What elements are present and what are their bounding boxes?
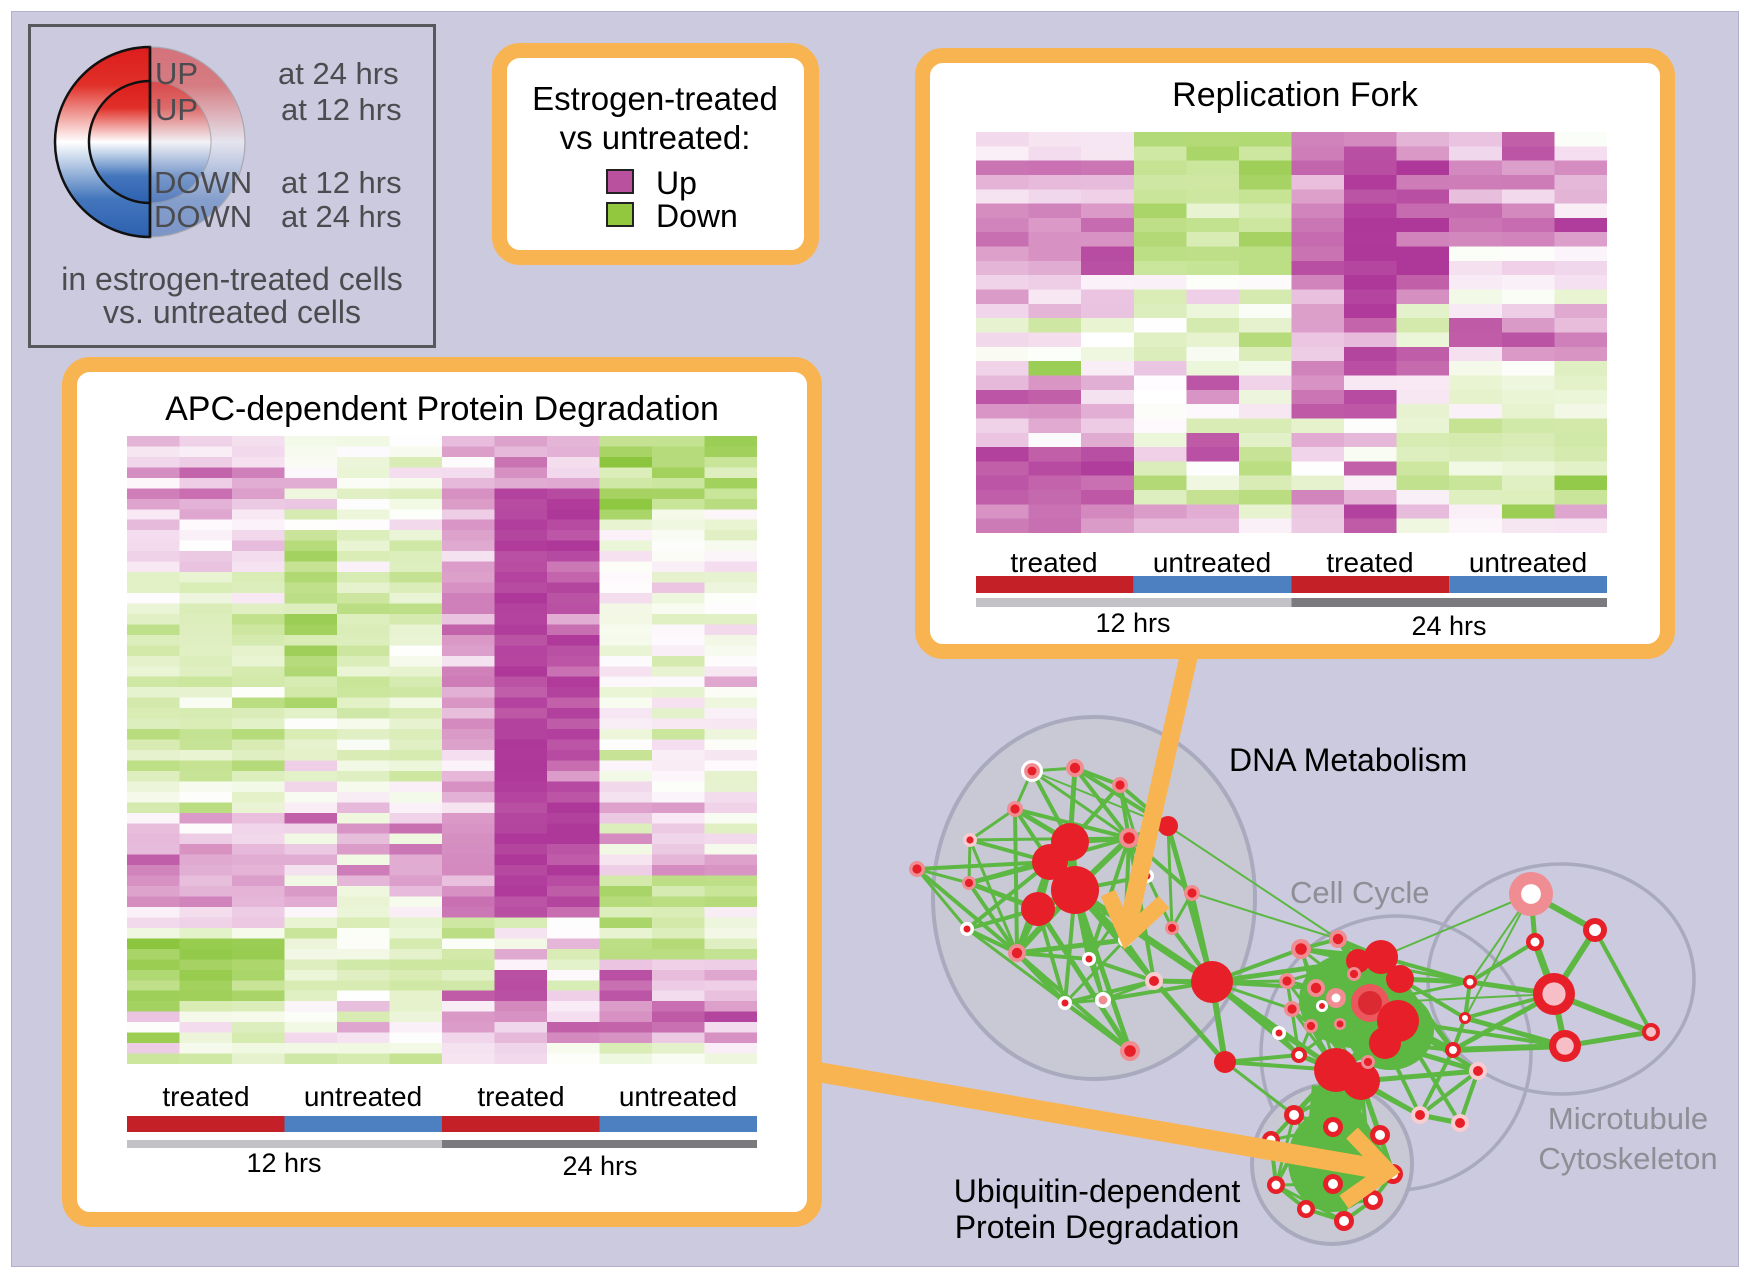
svg-text:Up: Up <box>656 165 697 201</box>
svg-text:untreated: untreated <box>1153 547 1271 578</box>
svg-text:at 12 hrs: at 12 hrs <box>281 92 402 127</box>
svg-text:DNA Metabolism: DNA Metabolism <box>1229 742 1467 778</box>
svg-text:Microtubule: Microtubule <box>1548 1101 1708 1136</box>
svg-text:Estrogen-treated: Estrogen-treated <box>532 80 778 117</box>
svg-text:vs. untreated cells: vs. untreated cells <box>103 294 361 330</box>
svg-text:Cytoskeleton: Cytoskeleton <box>1538 1141 1717 1176</box>
svg-text:at 24 hrs: at 24 hrs <box>281 199 402 234</box>
svg-text:Protein Degradation: Protein Degradation <box>955 1209 1240 1245</box>
svg-text:treated: treated <box>1326 547 1413 578</box>
svg-text:24 hrs: 24 hrs <box>562 1151 637 1181</box>
svg-text:at 24 hrs: at 24 hrs <box>278 56 399 91</box>
svg-text:DOWN: DOWN <box>154 165 252 200</box>
svg-text:treated: treated <box>162 1081 249 1112</box>
svg-text:untreated: untreated <box>304 1081 422 1112</box>
svg-text:treated: treated <box>1010 547 1097 578</box>
svg-text:DOWN: DOWN <box>154 199 252 234</box>
svg-text:in estrogen-treated cells: in estrogen-treated cells <box>61 261 403 297</box>
svg-text:treated: treated <box>477 1081 564 1112</box>
svg-text:Replication Fork: Replication Fork <box>1172 76 1419 114</box>
svg-text:untreated: untreated <box>619 1081 737 1112</box>
svg-text:12 hrs: 12 hrs <box>246 1148 321 1178</box>
svg-text:Ubiquitin-dependent: Ubiquitin-dependent <box>954 1173 1241 1209</box>
svg-text:UP: UP <box>155 92 198 127</box>
svg-text:at 12 hrs: at 12 hrs <box>281 165 402 200</box>
svg-text:UP: UP <box>155 56 198 91</box>
svg-text:Cell Cycle: Cell Cycle <box>1290 875 1430 910</box>
svg-text:Down: Down <box>656 198 738 234</box>
svg-text:untreated: untreated <box>1469 547 1587 578</box>
svg-text:24 hrs: 24 hrs <box>1411 611 1486 641</box>
svg-text:12 hrs: 12 hrs <box>1095 608 1170 638</box>
svg-text:APC-dependent Protein Degradat: APC-dependent Protein Degradation <box>165 390 719 428</box>
svg-text:vs untreated:: vs untreated: <box>560 119 751 156</box>
